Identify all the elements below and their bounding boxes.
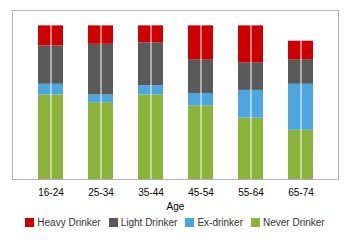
html-text:Never Drinker: Never Drinker bbox=[263, 217, 325, 228]
svg-text:45-54: 45-54 bbox=[188, 187, 214, 198]
html-text:Light Drinker: Light Drinker bbox=[120, 217, 178, 228]
svg-text:16-24: 16-24 bbox=[38, 187, 64, 198]
svg-text:55-64: 55-64 bbox=[238, 187, 264, 198]
html-text:Heavy Drinker: Heavy Drinker bbox=[37, 217, 101, 228]
svg-text:25-34: 25-34 bbox=[88, 187, 114, 198]
svg-text:Age: Age bbox=[167, 201, 185, 212]
svg-text:35-44: 35-44 bbox=[138, 187, 164, 198]
html-text:Ex-drinker: Ex-drinker bbox=[197, 217, 243, 228]
svg-text:65-74: 65-74 bbox=[288, 187, 314, 198]
